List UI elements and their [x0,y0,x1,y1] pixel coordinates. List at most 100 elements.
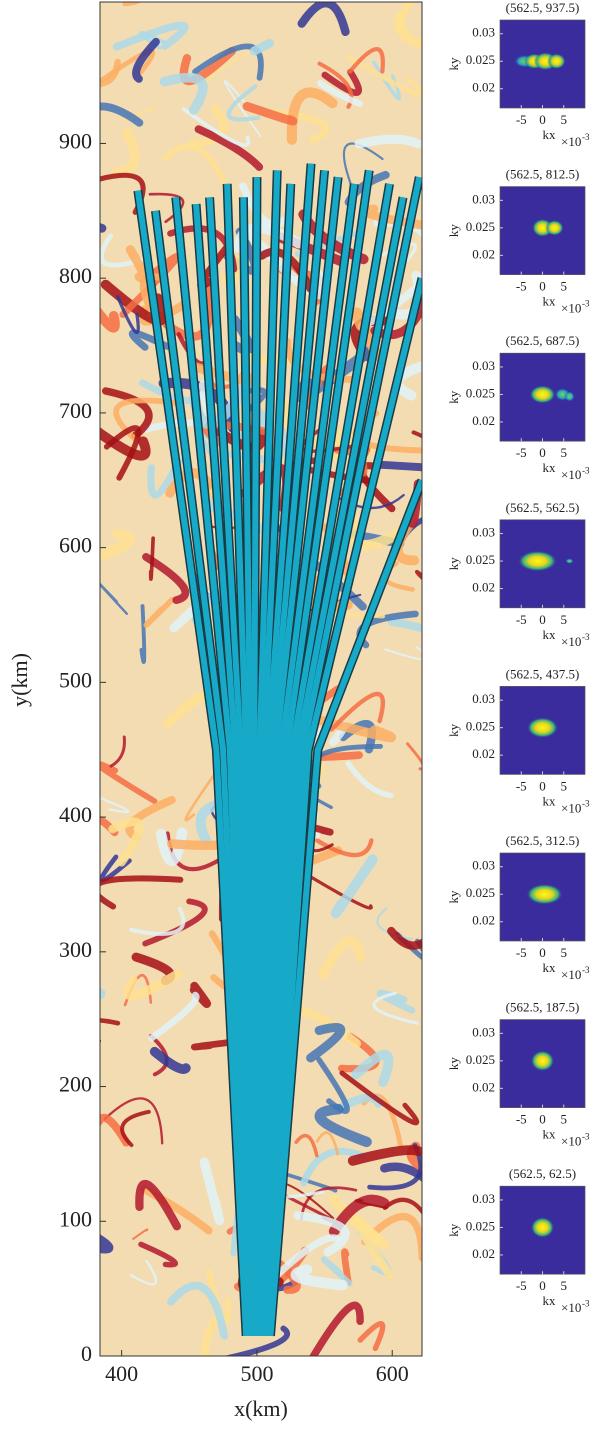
x-tick-label: -5 [516,112,527,127]
y-tick-label: 0.02 [472,580,495,595]
x-multiplier-exponent: -3 [582,965,590,975]
panel-title: (562.5, 562.5) [506,500,580,515]
field-streak [315,1131,339,1156]
field-streak [100,306,120,333]
x-tick-label: 0 [539,612,546,627]
field-streak [129,1259,158,1286]
y-tick-label: 300 [59,937,92,962]
field-streak [100,796,130,814]
spectrum-panel: (562.5, 937.5) 0.02 0.025 0.03 -5 0 5 ky kx ×10 -3 [446,0,590,149]
field-streak [339,1070,420,1126]
field-streak [120,1109,151,1148]
field-streak [142,552,190,605]
field-streak [148,192,185,224]
field-streak [354,134,422,149]
spectrum-peak [565,558,574,564]
y-tick-label: 0.03 [472,525,495,540]
y-axis-label: ky [446,890,461,904]
field-streak [309,1301,364,1356]
field-streak [384,646,422,661]
field-streak [300,1147,366,1187]
spectrum-peak [530,1217,555,1238]
y-axis-label: ky [446,57,461,71]
panel-title: (562.5, 187.5) [506,1000,580,1015]
field-streak [116,295,140,335]
y-tick-label: 500 [59,667,92,692]
field-streak [392,361,422,401]
y-tick-label: 100 [59,1206,92,1231]
spectrum-panel: (562.5, 187.5) 0.02 0.025 0.03 -5 0 5 ky kx ×10 -3 [446,1000,590,1149]
field-streak [345,760,394,799]
x-tick-label: 500 [240,1361,273,1386]
field-streak [330,854,378,919]
x-tick-label: 600 [376,1361,409,1386]
y-tick-label: 900 [59,129,92,154]
field-streak [132,1228,149,1240]
y-tick-label: 800 [59,263,92,288]
y-axis-label: ky [446,1223,461,1237]
y-tick-label: 0.02 [472,913,495,928]
field-streak [103,425,142,481]
field-streak [316,1056,350,1114]
x-multiplier: ×10 [561,967,581,982]
x-tick-label: -5 [516,445,527,460]
ray [152,210,251,1336]
field-streak [406,742,422,771]
y-tick-label: 0.025 [466,219,495,234]
field-streak [290,1264,348,1291]
spectrum-panel: (562.5, 312.5) 0.02 0.025 0.03 -5 0 5 ky kx ×10 -3 [446,833,590,982]
field-streak [132,37,160,83]
y-axis-label: ky [446,390,461,404]
y-tick-label: 0.03 [472,1024,495,1039]
spectrum-panel: (562.5, 812.5) 0.02 0.025 0.03 -5 0 5 ky kx ×10 -3 [446,167,590,316]
y-tick-label: 0.025 [466,1218,495,1233]
x-tick-label: 5 [561,279,568,294]
field-streak [347,1145,422,1166]
y-tick-label: 0.02 [472,80,495,95]
spectrum-panel: (562.5, 62.5) 0.02 0.025 0.03 -5 0 5 ky kx ×10 -3 [446,1166,590,1315]
y-tick-label: 700 [59,398,92,423]
x-tick-label: 5 [561,1278,568,1293]
field-streak [372,242,418,262]
x-multiplier: ×10 [561,467,581,482]
field-streak [188,104,229,149]
y-tick-label: 0.025 [466,552,495,567]
field-streak [109,735,126,768]
x-tick-label: -5 [516,612,527,627]
field-streak [194,125,264,171]
field-streak [100,102,144,127]
y-tick-label: 0.03 [472,1191,495,1206]
panel-title: (562.5, 812.5) [506,167,580,182]
field-streak [301,870,373,910]
x-tick-label: 5 [561,112,568,127]
x-axis-label: kx [543,127,557,142]
x-tick-label: 0 [539,1112,546,1127]
spectrum-peak [545,220,564,236]
field-streak [111,127,140,177]
field-streak [382,1197,422,1215]
y-tick-label: 0.025 [466,885,495,900]
y-tick-label: 0.02 [472,413,495,428]
ray [266,277,422,1336]
x-tick-label: -5 [516,1278,527,1293]
spectrum-panel: (562.5, 562.5) 0.02 0.025 0.03 -5 0 5 ky kx ×10 -3 [446,500,590,649]
field-streak [122,2,142,7]
panel-title: (562.5, 437.5) [506,666,580,681]
field-streak [199,1157,225,1226]
spectrum-peak [526,717,559,739]
field-streak [357,1320,386,1352]
x-tick-label: 0 [539,1278,546,1293]
panel-title: (562.5, 937.5) [506,0,580,15]
x-multiplier: ×10 [561,1300,581,1315]
field-streak [226,84,261,122]
x-multiplier: ×10 [561,1134,581,1149]
y-tick-label: 0.02 [472,246,495,261]
x-tick-label: -5 [516,945,527,960]
x-tick-label: -5 [516,279,527,294]
field-streak [242,101,298,126]
field-streak [135,1180,182,1231]
field-streak [387,926,422,950]
field-streak [159,72,208,115]
x-multiplier-exponent: -3 [582,299,590,309]
